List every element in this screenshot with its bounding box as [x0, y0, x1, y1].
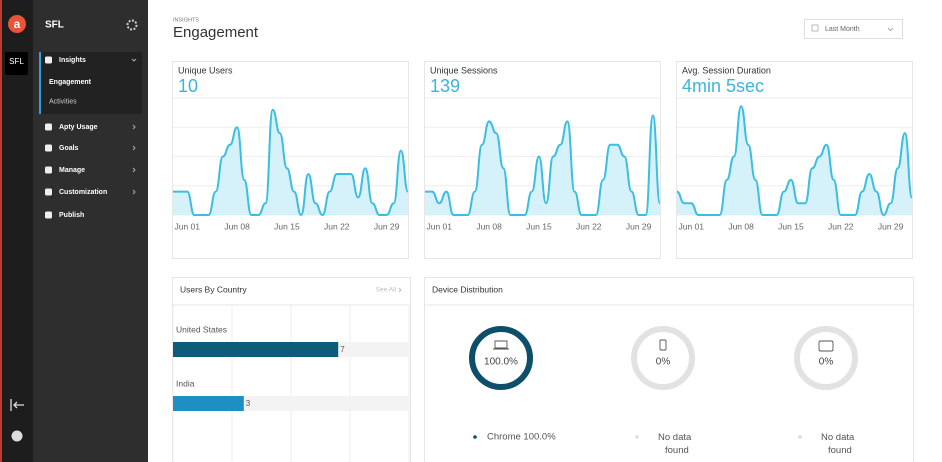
- donut-track: [794, 326, 858, 390]
- legend-dot: [798, 435, 802, 439]
- date-filter[interactable]: [804, 19, 903, 39]
- legend-label: Chrome 100.0%: [487, 432, 556, 443]
- logo-mark: a: [14, 17, 21, 31]
- donut-value-label: 100.0%: [484, 357, 518, 368]
- x-tick-label: Jun 29: [878, 221, 904, 231]
- card-title: Users By Country: [180, 284, 247, 294]
- line: [676, 105, 913, 217]
- x-tick-label: Jun 22: [324, 221, 350, 231]
- app-rail: [0, 0, 33, 462]
- card-title: Unique Users: [178, 65, 233, 75]
- submenu-item[interactable]: Activities: [49, 98, 77, 105]
- menu-item[interactable]: Publish: [59, 212, 84, 219]
- bar-value-label: 7: [340, 345, 345, 354]
- menu-icon: [45, 188, 52, 196]
- menu-chevron: [132, 124, 136, 130]
- menu-item[interactable]: Manage: [59, 167, 85, 174]
- x-tick-label: Jun 29: [626, 221, 652, 231]
- metric-value: 4min 5sec: [682, 76, 764, 96]
- logo: [8, 15, 26, 33]
- menu-item[interactable]: Insights: [59, 57, 86, 64]
- legend-label: No data found: [821, 432, 855, 456]
- menu-chevron: [132, 167, 136, 173]
- menu-icon: [45, 123, 52, 131]
- menu-icon: [45, 56, 52, 64]
- badge-text: SFL: [9, 57, 24, 66]
- legend-dot: [473, 435, 477, 439]
- x-tick-label: Jun 08: [224, 221, 250, 231]
- menu-icon: [45, 144, 52, 152]
- dropdown-caret: [887, 27, 894, 32]
- card: [172, 61, 409, 259]
- calendar-icon: [811, 24, 819, 32]
- donut-value-label: 0%: [819, 357, 834, 368]
- area: [173, 109, 408, 215]
- card-title: Unique Sessions: [430, 65, 498, 75]
- line: [173, 108, 409, 217]
- submenu-item[interactable]: Engagement: [49, 79, 92, 86]
- bar: [173, 396, 244, 411]
- date-filter-label: Last Month: [825, 26, 860, 33]
- card: [676, 61, 913, 259]
- profile-icon[interactable]: [11, 430, 23, 442]
- link-chevron: [398, 287, 402, 293]
- metric-value: 139: [430, 76, 460, 96]
- card-title: Device Distribution: [432, 284, 503, 294]
- donut-track: [631, 326, 695, 390]
- x-tick-label: Jun 15: [526, 221, 552, 231]
- legend-dot: [635, 435, 639, 439]
- menu-item[interactable]: Goals: [59, 145, 79, 152]
- menu-chevron: [132, 145, 136, 151]
- area: [677, 106, 912, 215]
- donut-arc: [469, 326, 533, 390]
- active-group: [39, 52, 142, 114]
- workspace-badge[interactable]: [5, 52, 28, 75]
- x-tick-label: Jun 22: [828, 221, 854, 231]
- x-tick-label: Jun 29: [374, 221, 400, 231]
- menu-chevron: [132, 189, 136, 195]
- x-tick-label: Jun 01: [174, 221, 200, 231]
- settings-icon[interactable]: [126, 19, 138, 31]
- x-tick-label: Jun 22: [576, 221, 602, 231]
- menu-item[interactable]: Customization: [59, 189, 107, 196]
- laptop-icon: [493, 340, 509, 350]
- see-all-link[interactable]: See All: [376, 287, 397, 294]
- workspace-name: SFL: [45, 20, 64, 31]
- menu-chevron: [131, 58, 137, 62]
- rail-edge: [0, 0, 2, 462]
- menu-icon: [45, 211, 52, 219]
- menu-item[interactable]: Apty Usage: [59, 124, 98, 131]
- active-indicator: [39, 52, 41, 114]
- x-tick-label: Jun 01: [678, 221, 704, 231]
- bar: [173, 342, 339, 357]
- category-label: United States: [176, 324, 227, 334]
- card-title: Avg. Session Duration: [682, 65, 771, 75]
- x-tick-label: Jun 01: [426, 221, 452, 231]
- x-tick-label: Jun 15: [778, 221, 804, 231]
- menu-icon: [45, 166, 52, 174]
- x-tick-label: Jun 08: [476, 221, 502, 231]
- legend-label: No data found: [658, 432, 692, 456]
- category-label: India: [176, 378, 195, 388]
- x-tick-label: Jun 08: [728, 221, 754, 231]
- line: [425, 114, 661, 216]
- metric-value: 10: [178, 76, 198, 96]
- collapse-icon[interactable]: [10, 399, 24, 411]
- bar-value-label: 3: [246, 399, 251, 408]
- page-title: Engagement: [173, 24, 259, 41]
- eyebrow: INSIGHTS: [173, 17, 199, 23]
- x-tick-label: Jun 15: [274, 221, 300, 231]
- card: [424, 277, 914, 462]
- mobile-icon: [659, 339, 667, 351]
- donut-value-label: 0%: [656, 357, 671, 368]
- tablet-icon: [818, 340, 834, 352]
